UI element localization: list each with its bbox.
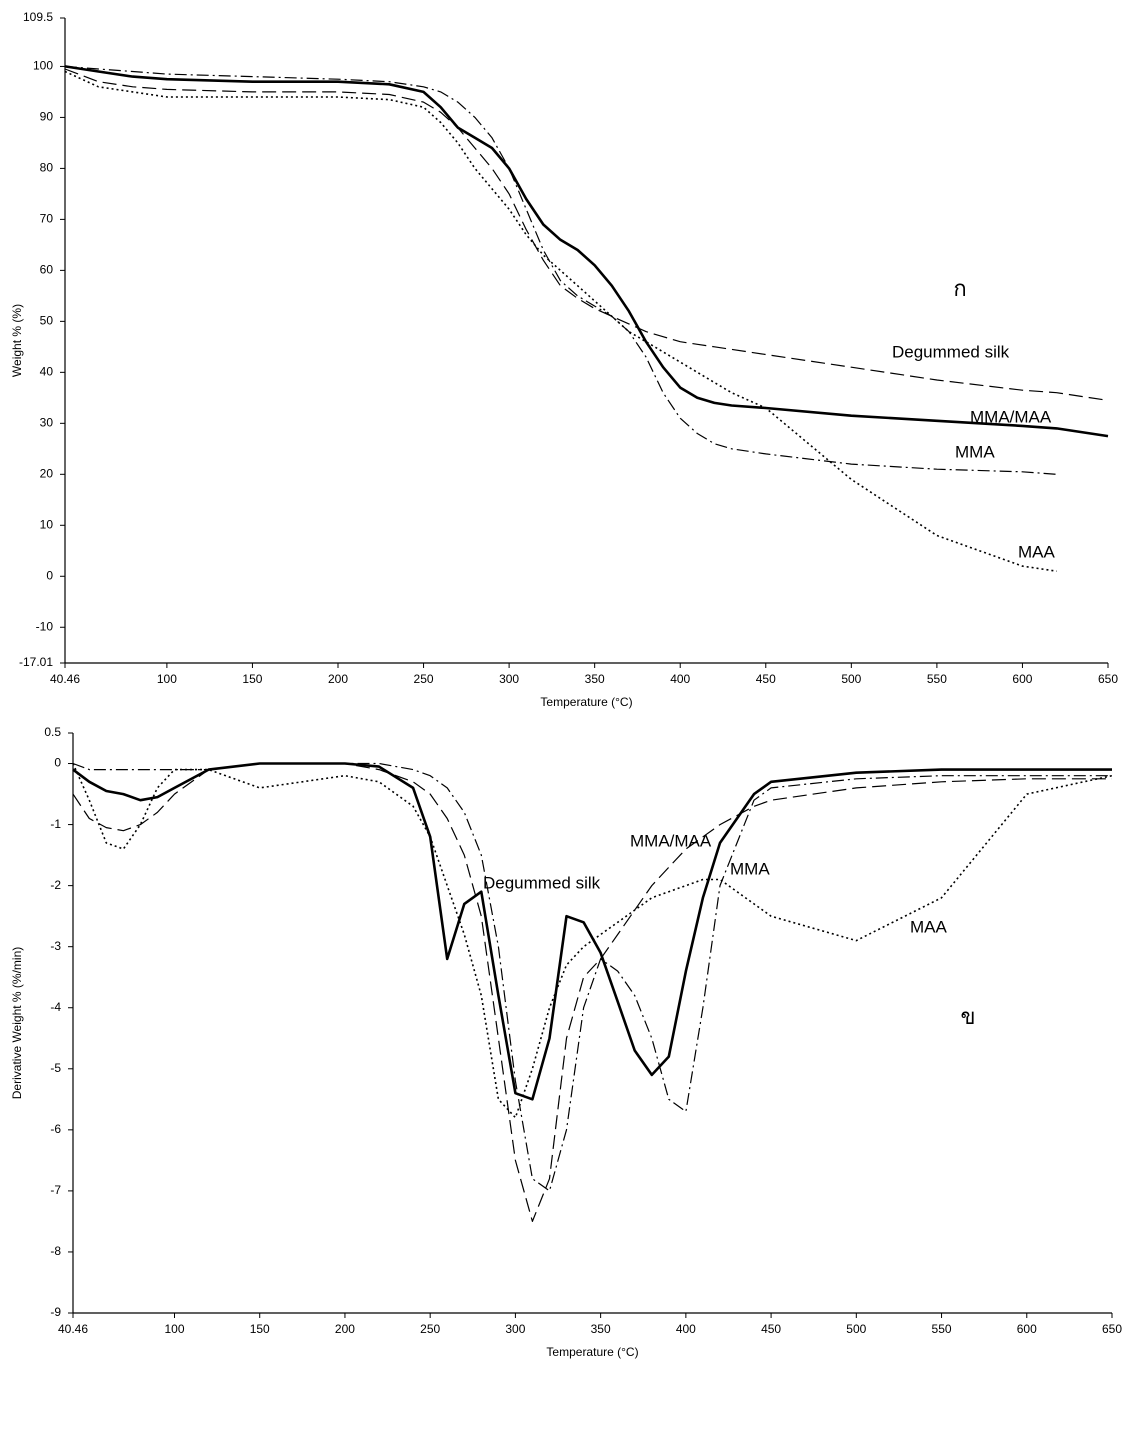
y-tick-label: -17.01 [19, 655, 53, 669]
x-tick-label: 650 [1098, 672, 1118, 686]
x-axis-title: Temperature (°C) [540, 695, 632, 709]
series-line [64, 65, 1109, 438]
x-tick-label: 200 [335, 1322, 355, 1336]
series-line [72, 762, 1112, 1192]
x-tick-label: 350 [591, 1322, 611, 1336]
y-tick-label: 100 [33, 59, 53, 73]
y-tick-label: -5 [50, 1061, 61, 1075]
y-tick-label: -1 [50, 817, 61, 831]
series-label: MMA [730, 859, 770, 878]
y-tick-label: -3 [50, 939, 61, 953]
series-line [72, 763, 1113, 1119]
x-tick-label: 150 [242, 672, 262, 686]
series-label: Degummed silk [483, 873, 601, 892]
series-line [64, 65, 1057, 475]
y-tick-label: -8 [50, 1244, 61, 1258]
x-tick-label: 400 [676, 1322, 696, 1336]
y-tick-label: -9 [50, 1305, 61, 1319]
series-line [72, 762, 1112, 1101]
x-tick-label: 550 [932, 1322, 952, 1336]
y-tick-label: 20 [40, 466, 54, 480]
y-tick-label: -7 [50, 1183, 61, 1197]
y-tick-label: -6 [50, 1122, 61, 1136]
x-tick-label: 250 [414, 672, 434, 686]
y-tick-label: 0 [54, 756, 61, 770]
y-tick-label: 90 [40, 110, 54, 124]
x-tick-label: 600 [1017, 1322, 1037, 1336]
x-tick-label: 40.46 [58, 1322, 88, 1336]
y-tick-label: -2 [50, 878, 61, 892]
series-line [64, 68, 1109, 401]
x-tick-label: 550 [927, 672, 947, 686]
x-tick-label: 350 [585, 672, 605, 686]
y-axis-title: Derivative Weight % (%/min) [10, 947, 24, 1099]
x-tick-label: 400 [670, 672, 690, 686]
series-label: MMA [955, 442, 995, 461]
y-tick-label: 70 [40, 212, 54, 226]
x-tick-label: 450 [756, 672, 776, 686]
y-tick-label: 60 [40, 263, 54, 277]
y-tick-label: 0 [46, 568, 53, 582]
series-line [64, 70, 1057, 572]
x-tick-label: 200 [328, 672, 348, 686]
annotation: ก [953, 276, 966, 301]
y-tick-label: 40 [40, 365, 54, 379]
y-tick-label: 0.5 [44, 725, 61, 739]
x-tick-label: 100 [164, 1322, 184, 1336]
series-label: MMA/MAA [630, 831, 712, 850]
y-tick-label: -10 [36, 619, 54, 633]
x-tick-label: 500 [846, 1322, 866, 1336]
y-tick-label: 80 [40, 161, 54, 175]
annotation: ข [960, 1004, 975, 1029]
y-tick-label: 50 [40, 314, 54, 328]
series-label: Degummed silk [892, 342, 1010, 361]
y-tick-label: -4 [50, 1000, 61, 1014]
x-tick-label: 40.46 [50, 672, 80, 686]
x-tick-label: 300 [499, 672, 519, 686]
y-tick-label: 30 [40, 415, 54, 429]
x-tick-label: 250 [420, 1322, 440, 1336]
series-label: MAA [1018, 542, 1056, 561]
y-tick-label: 10 [40, 517, 54, 531]
x-tick-label: 500 [841, 672, 861, 686]
x-tick-label: 450 [761, 1322, 781, 1336]
x-axis-title: Temperature (°C) [546, 1345, 638, 1359]
series-line [72, 762, 1112, 1222]
x-tick-label: 650 [1102, 1322, 1122, 1336]
x-tick-label: 150 [250, 1322, 270, 1336]
y-tick-label: 109.5 [23, 10, 53, 24]
x-tick-label: 300 [505, 1322, 525, 1336]
x-tick-label: 600 [1012, 672, 1032, 686]
series-label: MAA [910, 917, 948, 936]
series-label: MMA/MAA [970, 407, 1052, 426]
y-axis-title: Weight % (%) [10, 304, 24, 377]
x-tick-label: 100 [157, 672, 177, 686]
